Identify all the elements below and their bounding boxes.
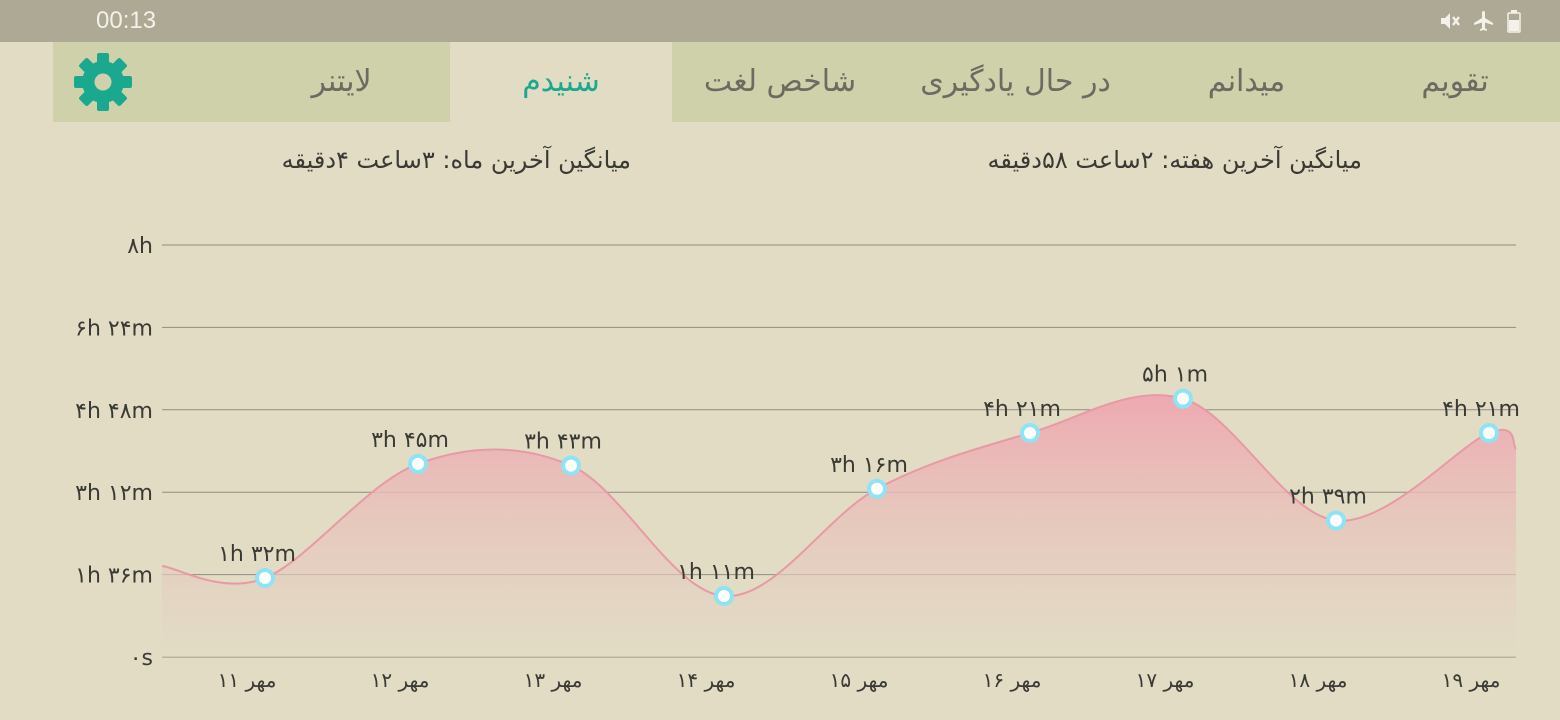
- tab-i-know[interactable]: میدانم: [1207, 64, 1286, 99]
- tab-listened[interactable]: شنیدم: [450, 42, 672, 122]
- y-tick-label: ۰s: [130, 646, 153, 671]
- y-tick-label: ۱h ۳۶m: [75, 564, 153, 589]
- x-tick-label: ۱۴ مهر: [677, 668, 736, 692]
- x-tick-label: ۱۱ مهر: [218, 668, 277, 692]
- battery-icon: [1507, 10, 1521, 33]
- data-point[interactable]: [1326, 510, 1346, 531]
- data-label: ۲h ۳۹m: [1289, 485, 1367, 510]
- listening-time-chart: ۰s ۱h ۳۶m ۳h ۱۲m ۴h ۴۸m ۶h ۲۴m ۸h ۱h ۳۲m ۱۱ مه…: [75, 234, 1520, 692]
- tab-learning[interactable]: در حال یادگیری: [920, 64, 1111, 99]
- data-label: ۳h ۱۶m: [830, 453, 908, 478]
- data-point[interactable]: [1020, 422, 1040, 443]
- status-time: 00:13: [96, 7, 157, 34]
- x-tick-label: ۱۷ مهر: [1136, 668, 1195, 692]
- data-point[interactable]: [867, 478, 887, 499]
- status-bar: 00:13: [0, 0, 1560, 42]
- data-label: ۵h ۱m: [1142, 363, 1208, 388]
- data-point[interactable]: [1479, 422, 1499, 443]
- data-label: ۳h ۴۵m: [371, 428, 449, 453]
- x-tick-label: ۱۳ مهر: [524, 668, 583, 692]
- y-tick-label: ۳h ۱۲m: [75, 481, 153, 506]
- tab-leitner[interactable]: لایتنر: [311, 64, 372, 99]
- y-tick-label: ۶h ۲۴m: [75, 316, 153, 341]
- area-fill: [162, 395, 1516, 657]
- gear-icon: [74, 53, 132, 111]
- tab-bar: تقویم میدانم در حال یادگیری شاخص لغت شنی…: [53, 42, 1560, 122]
- data-point[interactable]: [561, 455, 581, 476]
- data-point[interactable]: [1173, 388, 1193, 409]
- data-label: ۳h ۴۳m: [524, 430, 602, 455]
- data-label: ۴h ۲۱m: [983, 397, 1061, 422]
- y-tick-label: ۸h: [127, 234, 153, 259]
- data-point[interactable]: [255, 568, 275, 589]
- data-label: ۱h ۳۲m: [218, 542, 296, 567]
- x-tick-label: ۱۹ مهر: [1442, 668, 1501, 692]
- x-tick-label: ۱۶ مهر: [983, 668, 1042, 692]
- airplane-mode-icon: [1474, 11, 1493, 31]
- x-tick-label: ۱۲ مهر: [371, 668, 430, 692]
- status-icons: [1438, 8, 1522, 34]
- data-point[interactable]: [714, 586, 734, 607]
- mute-icon: [1441, 13, 1460, 29]
- y-tick-label: ۴h ۴۸m: [75, 399, 153, 424]
- data-label: ۴h ۲۱m: [1442, 397, 1520, 422]
- settings-button[interactable]: [71, 50, 135, 114]
- data-label: ۱h ۱۱m: [677, 560, 755, 585]
- x-tick-label: ۱۵ مهر: [830, 668, 889, 692]
- tab-word-index[interactable]: شاخص لغت: [703, 64, 857, 99]
- week-average: میانگین آخرین هفته: ۲ساعت ۵۸دقیقه: [987, 146, 1362, 174]
- tab-calendar[interactable]: تقویم: [1421, 64, 1489, 99]
- x-tick-label: ۱۸ مهر: [1289, 668, 1348, 692]
- data-point[interactable]: [408, 453, 428, 474]
- month-average: میانگین آخرین ماه: ۳ساعت ۴دقیقه: [281, 146, 631, 174]
